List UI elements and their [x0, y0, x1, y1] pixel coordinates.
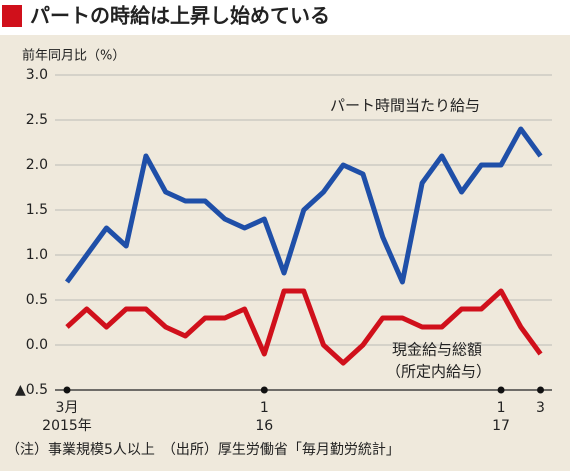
- y-tick-label: 0.0: [26, 337, 48, 353]
- y-tick-label: 1.5: [26, 202, 48, 218]
- chart-title: パートの時給は上昇し始めている: [30, 4, 330, 28]
- chart-background: [0, 35, 570, 471]
- series-line: [65, 288, 543, 366]
- y-tick-label: 2.0: [26, 157, 48, 173]
- x-tick-sublabel: 16: [255, 418, 273, 434]
- x-tick-label: 3: [536, 400, 545, 416]
- y-axis-label: 前年同月比（%）: [22, 48, 125, 64]
- x-tick-dot: [260, 386, 268, 394]
- y-tick-label: ▲0.5: [15, 382, 48, 398]
- x-tick-sublabel: 17: [492, 418, 510, 434]
- y-tick-label: 1.0: [26, 247, 48, 263]
- y-tick-label: 2.5: [26, 112, 48, 128]
- x-tick-label: 3月: [56, 400, 79, 416]
- series-label-note: （所定内給与）: [386, 363, 491, 381]
- x-tick-dot: [537, 386, 545, 394]
- series-line: [64, 126, 543, 285]
- footnote: （注）事業規模5人以上 （出所）厚生労働省「毎月勤労統計」: [6, 442, 400, 458]
- series-label: パート時間当たり給与: [330, 97, 480, 115]
- x-tick-sublabel: 2015年: [42, 418, 92, 434]
- x-tick-label: 1: [497, 400, 506, 416]
- series-label: 現金給与総額: [392, 341, 482, 359]
- y-tick-label: 0.5: [26, 292, 48, 308]
- y-tick-label: 3.0: [26, 67, 48, 83]
- title-marker: [2, 5, 22, 27]
- x-tick-label: 1: [260, 400, 269, 416]
- x-tick-dot: [497, 386, 505, 394]
- x-tick-dot: [63, 386, 71, 394]
